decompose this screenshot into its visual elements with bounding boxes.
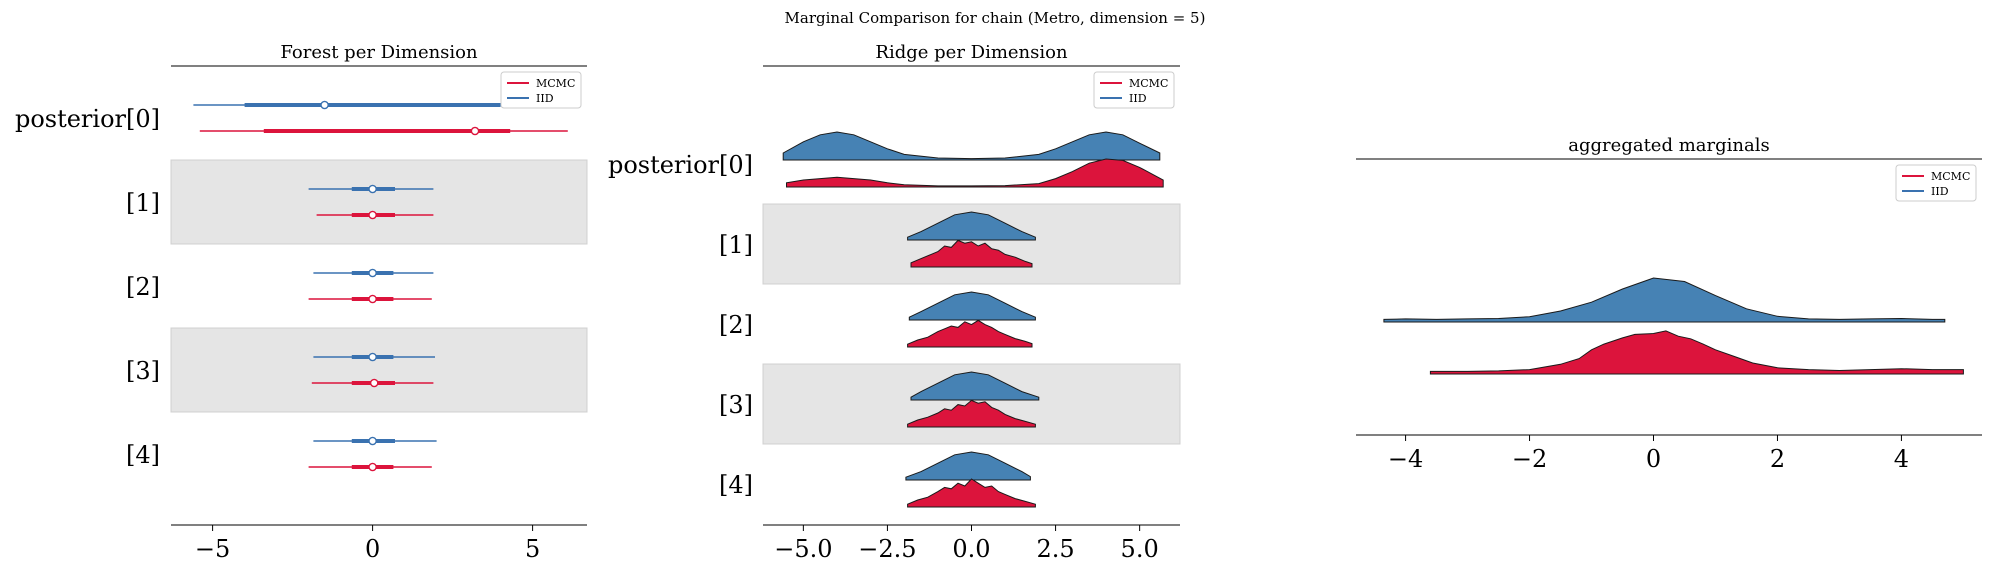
row-label: [1]	[719, 231, 753, 259]
x-tick-label: 0	[1646, 445, 1661, 473]
median-point	[368, 294, 377, 304]
figure-suptitle: Marginal Comparison for chain (Metro, di…	[784, 9, 1206, 27]
panel-title: aggregated marginals	[1568, 135, 1769, 156]
legend-label-iid: IID	[1931, 185, 1949, 198]
legend-label-mcmc: MCMC	[536, 77, 575, 90]
median-point	[368, 352, 377, 362]
forest-interval-mcmc	[316, 210, 434, 220]
median-point	[368, 462, 377, 472]
ridge-density-mcmc	[907, 319, 1033, 348]
ridge-density-mcmc	[907, 478, 1036, 508]
row-label: [3]	[719, 391, 753, 419]
forest-interval-mcmc	[308, 462, 432, 472]
row-label: [2]	[126, 273, 160, 301]
row-label: posterior[0]	[608, 151, 753, 179]
row-label: [2]	[719, 311, 753, 339]
row-label: [4]	[719, 471, 753, 499]
x-tick-label: 2.5	[1036, 535, 1074, 563]
ridge-density-iid	[907, 211, 1036, 241]
median-point	[368, 436, 377, 446]
legend-label-iid: IID	[536, 92, 554, 105]
forest-panel: Forest per Dimension posterior[0] [1] [2] [3…	[15, 42, 588, 563]
row-label: [4]	[126, 441, 160, 469]
ridge-density-mcmc	[910, 239, 1033, 268]
x-tick-label: 5	[525, 535, 540, 563]
x-tick-label: 4	[1894, 445, 1909, 473]
x-tick-label: 0.0	[952, 535, 990, 563]
median-point	[368, 268, 377, 278]
row-label: posterior[0]	[15, 105, 160, 133]
x-tick-label: 2	[1770, 445, 1785, 473]
forest-legend: MCMC IID	[500, 71, 582, 109]
ridge-density-mcmc	[786, 158, 1164, 188]
forest-interval-iid	[308, 184, 434, 194]
row-band	[170, 327, 588, 413]
median-point	[470, 126, 480, 136]
median-point	[320, 100, 329, 110]
panel-title: Forest per Dimension	[280, 42, 478, 63]
aggregated-density-iid	[1383, 277, 1946, 323]
median-point	[369, 378, 379, 388]
forest-interval-mcmc	[308, 294, 432, 304]
row-label: [3]	[126, 357, 160, 385]
ridge-density-iid	[910, 371, 1040, 401]
forest-interval-mcmc	[199, 126, 568, 136]
x-tick-label: −2.5	[858, 535, 916, 563]
x-tick-label: 5.0	[1121, 535, 1159, 563]
legend-label-mcmc: MCMC	[1129, 77, 1168, 90]
median-point	[368, 184, 377, 194]
median-point	[368, 210, 377, 220]
ridge-density-mcmc	[907, 399, 1036, 428]
ridge-density-iid	[905, 451, 1031, 481]
panel-title: Ridge per Dimension	[875, 42, 1068, 63]
ridge-legend: MCMC IID	[1093, 71, 1175, 109]
aggregated-panel: aggregated marginals −4 −2 0 2 4 MCMC IID	[1356, 135, 1982, 473]
x-tick-label: −5.0	[774, 535, 832, 563]
forest-interval-mcmc	[311, 378, 434, 388]
row-band	[170, 159, 588, 245]
x-tick-label: −5	[195, 535, 230, 563]
x-tick-label: −2	[1512, 445, 1547, 473]
ridge-density-iid	[782, 131, 1161, 161]
forest-interval-iid	[313, 352, 435, 362]
aggregated-legend: MCMC IID	[1895, 164, 1977, 202]
forest-interval-iid	[193, 100, 552, 110]
legend-label-mcmc: MCMC	[1931, 170, 1970, 183]
ridge-panel: Ridge per Dimension posterior[0] [1] [2] [3]…	[608, 42, 1181, 563]
ridge-density-iid	[908, 291, 1036, 321]
aggregated-density-mcmc	[1429, 330, 1964, 375]
row-label: [1]	[126, 189, 160, 217]
forest-interval-iid	[313, 268, 434, 278]
forest-interval-iid	[313, 436, 437, 446]
legend-label-iid: IID	[1129, 92, 1147, 105]
x-tick-label: −4	[1388, 445, 1423, 473]
x-tick-label: 0	[365, 535, 380, 563]
